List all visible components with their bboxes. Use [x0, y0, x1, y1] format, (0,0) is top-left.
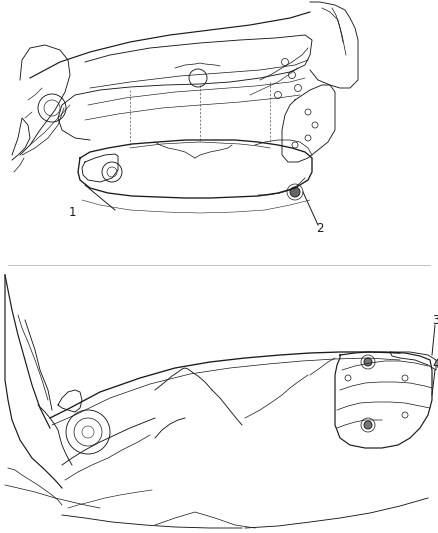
Text: 1: 1	[68, 206, 76, 220]
Circle shape	[290, 187, 300, 197]
Circle shape	[364, 421, 372, 429]
Text: 2: 2	[316, 222, 324, 235]
Text: 4: 4	[432, 359, 438, 372]
Text: 3: 3	[432, 313, 438, 327]
Circle shape	[364, 358, 372, 366]
